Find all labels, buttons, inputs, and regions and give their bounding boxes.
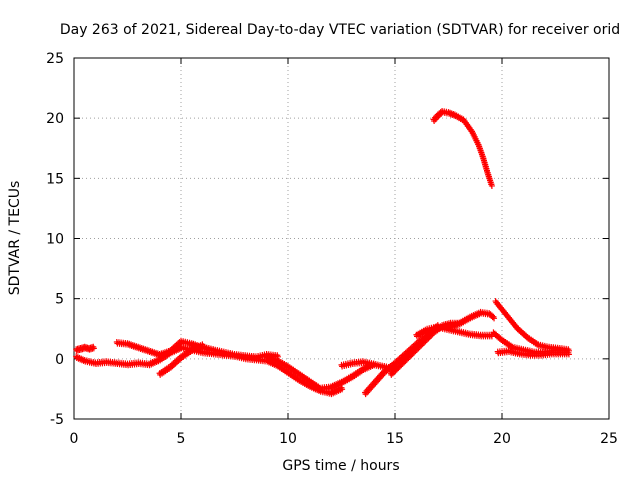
x-tick-label: 20	[493, 431, 511, 447]
y-axis-label: SDTVAR / TECUs	[7, 181, 23, 296]
x-tick-label: 15	[386, 431, 404, 447]
y-tick-label: 15	[46, 171, 64, 187]
data-markers	[73, 107, 572, 398]
series-arc-16	[430, 107, 495, 189]
chart-title: Day 263 of 2021, Sidereal Day-to-day VTE…	[60, 22, 620, 38]
x-tick-labels: 0 5 10 15 20 25	[70, 431, 618, 447]
x-axis-label: GPS time / hours	[282, 458, 399, 474]
y-tick-labels: -5 0 5 10 15 20 25	[46, 51, 64, 428]
x-tick-label: 25	[600, 431, 618, 447]
data-point	[488, 182, 495, 189]
data-point	[491, 315, 498, 322]
data-point	[565, 351, 572, 358]
data-point	[339, 386, 346, 393]
series-arc-12	[445, 308, 498, 331]
y-tick-label: 0	[55, 352, 64, 368]
series-arc-6	[220, 351, 346, 398]
y-tick-label: 5	[55, 292, 64, 308]
data-point	[90, 345, 97, 352]
y-tick-label: 20	[46, 111, 64, 127]
series-arc-1	[73, 343, 97, 354]
series-arc-15	[494, 347, 572, 359]
x-tick-label: 10	[279, 431, 297, 447]
y-tick-label: 25	[46, 51, 64, 67]
x-tick-label: 0	[70, 431, 79, 447]
y-tick-label: -5	[50, 412, 64, 428]
x-tick-label: 5	[177, 431, 186, 447]
y-tick-label: 10	[46, 232, 64, 248]
tick-marks	[73, 57, 610, 420]
